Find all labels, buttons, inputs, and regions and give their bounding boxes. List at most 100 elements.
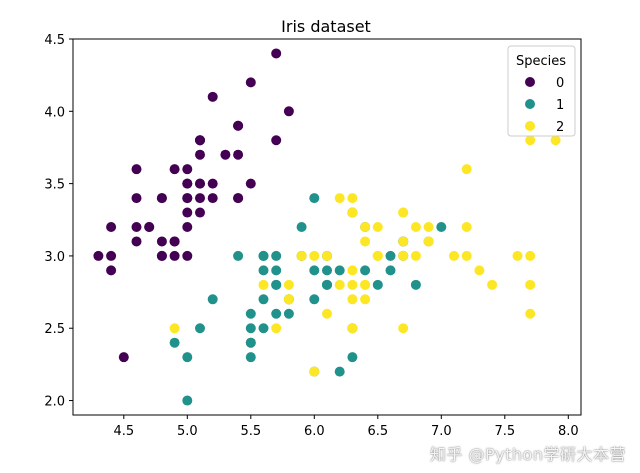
data-point-species-0: [156, 236, 167, 247]
data-point-species-0: [182, 250, 193, 261]
data-point-species-2: [410, 222, 421, 232]
data-point-species-1: [322, 279, 332, 290]
data-point-species-2: [525, 308, 536, 319]
data-point-species-1: [309, 193, 320, 204]
legend-marker-1: [525, 99, 535, 109]
data-point-species-0: [131, 236, 142, 247]
data-point-species-1: [245, 308, 256, 319]
data-point-species-2: [347, 207, 358, 218]
data-point-species-2: [360, 236, 371, 247]
data-point-species-0: [233, 149, 244, 160]
data-point-species-2: [334, 279, 345, 290]
data-point-species-0: [271, 48, 282, 59]
data-point-species-2: [271, 323, 282, 334]
data-point-species-2: [347, 323, 358, 334]
data-point-species-1: [385, 250, 396, 261]
data-point-species-1: [296, 222, 307, 232]
data-point-species-1: [271, 308, 282, 319]
data-point-species-0: [169, 164, 180, 175]
data-point-species-2: [347, 279, 358, 290]
data-point-species-2: [309, 366, 320, 377]
data-point-species-2: [461, 164, 472, 175]
data-point-species-1: [372, 279, 383, 290]
legend-box: [507, 45, 576, 137]
data-points: [93, 48, 561, 406]
y-tick-label: 3.5: [44, 178, 65, 193]
data-point-species-0: [182, 164, 193, 175]
legend-entries: 0 1 2: [525, 76, 564, 135]
data-point-species-2: [398, 207, 409, 218]
data-point-species-0: [169, 236, 180, 247]
data-point-species-2: [322, 250, 332, 261]
data-point-species-0: [106, 250, 117, 261]
x-tick-label: 7.5: [494, 424, 515, 439]
data-point-species-0: [131, 222, 142, 232]
data-point-species-2: [169, 323, 180, 334]
data-point-species-0: [207, 178, 218, 189]
data-point-species-2: [512, 250, 523, 261]
data-point-species-2: [398, 236, 409, 247]
data-point-species-2: [449, 250, 459, 261]
data-point-species-0: [245, 178, 256, 189]
x-tick-label: 7.0: [431, 424, 452, 439]
data-point-species-1: [195, 323, 205, 334]
watermark-text: 知乎 @Python学研大本营: [429, 445, 626, 464]
data-point-species-2: [372, 222, 383, 232]
data-point-species-1: [283, 308, 294, 319]
x-tick-label: 6.5: [367, 424, 388, 439]
legend-marker-2: [525, 121, 535, 131]
legend-label-0: 0: [556, 76, 564, 91]
data-point-species-0: [93, 250, 104, 261]
data-point-species-1: [322, 265, 332, 276]
x-tick-label: 5.0: [177, 424, 198, 439]
data-point-species-1: [245, 323, 256, 334]
data-point-species-0: [195, 149, 205, 160]
data-point-species-0: [233, 120, 244, 131]
x-tick-label: 5.5: [240, 424, 261, 439]
data-point-species-2: [283, 294, 294, 305]
data-point-species-0: [131, 164, 142, 175]
data-point-species-2: [309, 250, 320, 261]
data-point-species-1: [410, 279, 421, 290]
data-point-species-2: [550, 135, 561, 146]
legend-label-1: 1: [556, 98, 564, 113]
data-point-species-1: [182, 395, 193, 406]
data-point-species-0: [169, 250, 180, 261]
data-point-species-2: [525, 250, 536, 261]
data-point-species-2: [487, 279, 498, 290]
legend: Species 0 1 2: [507, 45, 576, 137]
y-tick-label: 4.0: [44, 105, 65, 120]
data-point-species-2: [461, 222, 472, 232]
data-point-species-1: [169, 337, 180, 348]
data-point-species-2: [398, 323, 409, 334]
data-point-species-1: [258, 323, 269, 334]
data-point-species-1: [245, 352, 256, 363]
legend-marker-0: [525, 77, 535, 87]
x-tick-label: 4.5: [113, 424, 134, 439]
data-point-species-2: [296, 250, 307, 261]
data-point-species-0: [220, 149, 231, 160]
data-point-species-2: [423, 236, 434, 247]
data-point-species-0: [245, 77, 256, 88]
data-point-species-0: [106, 222, 117, 232]
data-point-species-0: [182, 207, 193, 218]
chart-title: Iris dataset: [281, 17, 371, 36]
data-point-species-1: [360, 265, 371, 276]
data-point-species-1: [233, 250, 244, 261]
data-point-species-2: [525, 135, 536, 146]
data-point-species-1: [258, 294, 269, 305]
data-point-species-0: [182, 222, 193, 232]
data-point-species-1: [385, 265, 396, 276]
data-point-species-1: [271, 279, 282, 290]
data-point-species-0: [106, 265, 117, 276]
data-point-species-0: [195, 178, 205, 189]
y-tick-label: 2.5: [44, 322, 65, 337]
data-point-species-1: [207, 294, 218, 305]
data-point-species-1: [334, 265, 345, 276]
legend-label-2: 2: [556, 120, 564, 135]
y-tick-label: 3.0: [44, 250, 65, 265]
y-axis: 2.0 2.5 3.0 3.5 4.0 4.5: [44, 33, 73, 410]
data-point-species-2: [398, 250, 409, 261]
data-point-species-2: [322, 308, 332, 319]
